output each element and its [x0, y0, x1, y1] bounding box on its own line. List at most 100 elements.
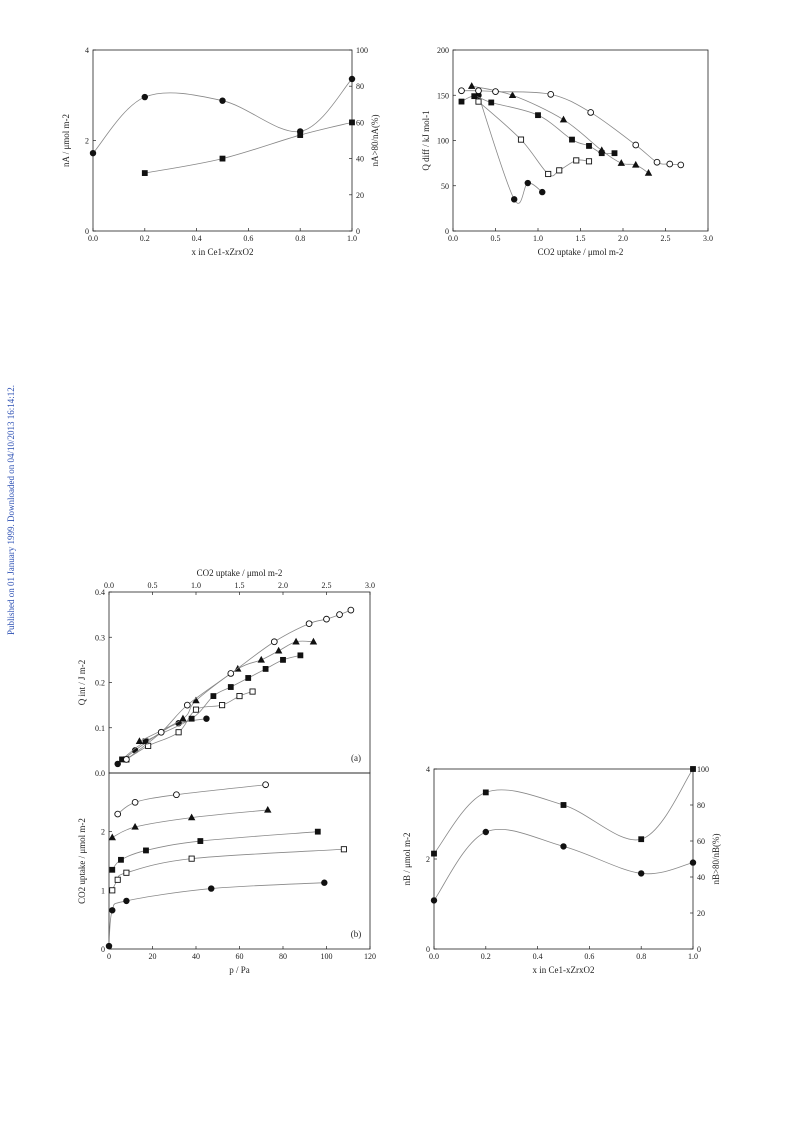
data-point	[264, 805, 272, 813]
series-line	[117, 718, 207, 765]
y-tick-label: 150	[437, 91, 449, 100]
data-point	[539, 188, 546, 196]
y-tick-label: 50	[441, 182, 449, 191]
data-point	[143, 847, 149, 854]
data-point	[587, 109, 595, 116]
data-point	[573, 157, 580, 164]
data-point	[227, 670, 235, 677]
data-point	[458, 98, 465, 105]
y-tick-label-right: 0	[697, 945, 701, 954]
y-tick-label: 100	[437, 137, 449, 146]
x-tick-label: 0.0	[88, 234, 98, 243]
plot-frame	[433, 768, 694, 950]
series-line	[112, 809, 268, 838]
chart-qdiff-vs-uptake: 0.0 0.5 1.0 1.5 2.0 2.5 3.0 0 50 100 150 200 CO2 upt…	[421, 46, 713, 257]
data-point	[257, 655, 265, 663]
y-tick-label: 2	[101, 828, 105, 837]
data-point	[559, 115, 568, 123]
y-tick-label: 0.2	[95, 679, 105, 688]
y-axis-title-right: nA>80/nA(%)	[370, 114, 380, 166]
data-point	[321, 879, 328, 886]
data-point	[535, 112, 541, 119]
x-tick-label: 0.0	[104, 581, 114, 590]
x-tick-label: 0.8	[636, 952, 646, 961]
data-point	[488, 99, 495, 106]
x-tick-label: 0	[107, 952, 111, 961]
data-point	[219, 155, 226, 162]
data-point	[458, 87, 465, 95]
data-point	[617, 159, 626, 166]
y-tick-label: 0.0	[95, 769, 105, 778]
chart-uptake-vs-pressure: 0 20 40 60 80 100 120 0 1 2 p / Pa CO2 uptake / μmo…	[77, 772, 376, 975]
x-axis-title: x in Ce1-xZrxO2	[533, 965, 595, 975]
data-point	[638, 836, 645, 843]
series-line	[111, 848, 344, 891]
data-point	[208, 885, 215, 892]
data-point	[644, 169, 653, 176]
data-point	[585, 158, 593, 165]
data-point	[192, 706, 200, 713]
data-point	[249, 688, 256, 695]
series-line	[92, 78, 353, 154]
y-tick-label: 0.4	[95, 588, 105, 597]
data-point	[262, 666, 269, 672]
x-tick-label: 1.5	[235, 581, 245, 590]
data-point	[347, 606, 355, 614]
y-tick-label: 2	[426, 855, 430, 864]
x-tick-label: 1.5	[576, 234, 586, 243]
plot-frame	[92, 49, 353, 232]
y-axis-title: nA / μmol m-2	[61, 114, 71, 167]
data-point	[135, 737, 144, 745]
series-line	[433, 768, 694, 854]
data-point	[192, 696, 200, 704]
x-tick-label: 120	[364, 952, 376, 961]
y-tick-label: 4	[85, 46, 89, 55]
series-line	[117, 784, 266, 815]
x-tick-label: 1.0	[191, 581, 201, 590]
y-tick-label-right: 100	[356, 46, 368, 55]
x-tick-label: 0.5	[148, 581, 158, 590]
data-point	[203, 715, 210, 722]
data-point	[340, 846, 347, 853]
data-point	[586, 143, 592, 149]
data-point	[545, 170, 552, 178]
data-point	[323, 615, 330, 623]
x-tick-label: 0.6	[243, 234, 253, 243]
series-line	[108, 882, 325, 947]
data-point	[632, 160, 640, 168]
y-tick-label: 0.1	[95, 724, 105, 733]
data-point	[219, 97, 226, 104]
data-point	[227, 684, 234, 690]
data-point	[141, 93, 149, 101]
x-tick-label: 0.6	[584, 952, 594, 961]
data-point	[569, 136, 575, 143]
y-tick-label: 0	[101, 945, 105, 954]
data-point	[475, 98, 482, 105]
data-point	[309, 637, 318, 645]
data-point	[430, 897, 438, 904]
y-tick-label-right: 20	[697, 909, 705, 918]
y-tick-label: 1	[101, 886, 105, 895]
y-tick-label-right: 40	[697, 873, 705, 882]
x-axis-title: p / Pa	[229, 965, 250, 975]
data-point	[210, 693, 217, 699]
data-point	[245, 675, 252, 681]
data-point	[560, 843, 567, 850]
x-axis-title: CO2 uptake / μmol m-2	[538, 247, 624, 257]
data-point	[114, 810, 122, 818]
y-axis-title: CO2 uptake / μmol m-2	[77, 818, 87, 904]
y-tick-label: 0	[426, 945, 430, 954]
x-tick-label: 0.0	[448, 234, 458, 243]
x-tick-label: 0.2	[481, 952, 491, 961]
x-tick-label: 3.0	[365, 581, 375, 590]
x-tick-label: 0.5	[491, 234, 501, 243]
y-axis-title-right: nB>80/nB(%)	[711, 833, 721, 884]
data-point	[431, 850, 437, 857]
data-point	[123, 869, 130, 876]
x-tick-label: 0.8	[295, 234, 305, 243]
data-point	[524, 179, 531, 187]
x-tick-label: 0.0	[429, 952, 439, 961]
